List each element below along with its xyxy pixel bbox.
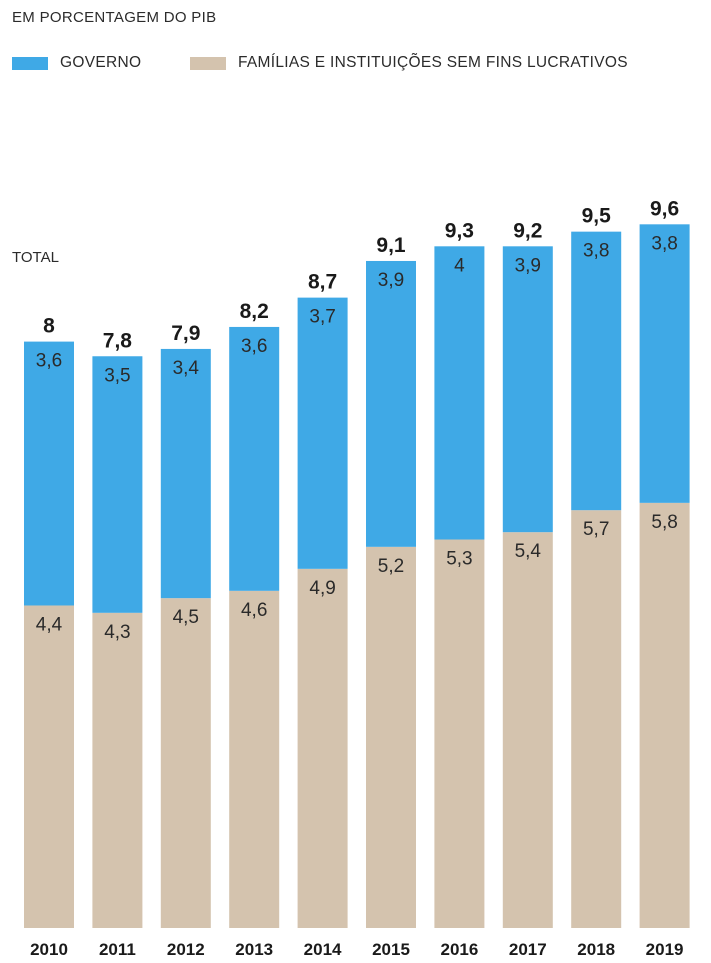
bar-governo-2016 <box>434 246 485 540</box>
bar-familias-2019 <box>639 502 690 928</box>
label-familias-2012: 4,5 <box>173 607 199 628</box>
bar-governo-2012 <box>160 348 211 599</box>
total-value-2013: 8,2 <box>240 300 269 323</box>
year-label-2013: 2013 <box>235 940 273 959</box>
label-governo-2014: 3,7 <box>309 307 335 328</box>
year-label-2012: 2012 <box>167 940 205 959</box>
bars-group <box>24 224 690 928</box>
bar-governo-2010 <box>24 341 74 606</box>
label-familias-2019: 5,8 <box>651 512 677 533</box>
label-governo-2015: 3,9 <box>378 270 404 291</box>
year-label-2015: 2015 <box>372 940 410 959</box>
year-label-2011: 2011 <box>99 940 136 959</box>
label-familias-2015: 5,2 <box>378 556 404 577</box>
year-label-2014: 2014 <box>304 940 342 959</box>
total-value-2019: 9,6 <box>650 197 679 220</box>
total-label: TOTAL <box>12 249 59 266</box>
year-label-2010: 2010 <box>30 940 68 959</box>
label-familias-2010: 4,4 <box>36 614 63 635</box>
total-value-2015: 9,1 <box>376 234 406 257</box>
bar-governo-2014 <box>297 297 348 569</box>
year-label-2017: 2017 <box>509 940 547 959</box>
label-familias-2011: 4,3 <box>104 622 130 643</box>
year-label-2016: 2016 <box>440 940 478 959</box>
total-value-2016: 9,3 <box>445 219 474 242</box>
label-familias-2014: 4,9 <box>309 578 335 599</box>
label-governo-2017: 3,9 <box>515 255 541 276</box>
legend-label-familias: FAMÍLIAS E INSTITUIÇÕES SEM FINS LUCRATI… <box>238 54 628 71</box>
label-familias-2017: 5,4 <box>515 541 542 562</box>
total-value-2011: 7,8 <box>103 329 133 352</box>
bar-familias-2012 <box>160 598 211 928</box>
bar-familias-2011 <box>92 612 143 928</box>
bar-governo-2018 <box>571 231 622 511</box>
year-label-2018: 2018 <box>577 940 615 959</box>
legend-item-familias: FAMÍLIAS E INSTITUIÇÕES SEM FINS LUCRATI… <box>190 54 628 72</box>
label-governo-2012: 3,4 <box>173 358 200 379</box>
total-value-2010: 8 <box>43 315 55 338</box>
bar-governo-2015 <box>366 260 416 547</box>
labels-group: 3,6 4,4 8 2010 3,5 4,3 7,8 2011 3,4 4,5 7,9 2012 3,6… <box>30 197 683 959</box>
bar-familias-2014 <box>297 568 348 928</box>
legend-swatch-familias <box>190 56 226 70</box>
label-governo-2018: 3,8 <box>583 241 609 262</box>
bar-governo-2013 <box>229 326 280 591</box>
legend-label-governo: GOVERNO <box>60 54 142 71</box>
legend-swatch-governo <box>12 56 48 70</box>
label-familias-2013: 4,6 <box>241 600 267 621</box>
total-value-2018: 9,5 <box>582 205 612 228</box>
label-governo-2019: 3,8 <box>651 233 677 254</box>
label-governo-2016: 4 <box>454 255 465 276</box>
bar-familias-2018 <box>571 510 622 928</box>
year-label-2019: 2019 <box>646 940 684 959</box>
bar-governo-2017 <box>502 246 553 533</box>
total-value-2017: 9,2 <box>513 219 542 242</box>
label-governo-2013: 3,6 <box>241 336 267 357</box>
label-familias-2016: 5,3 <box>446 549 472 570</box>
chart-legend: GOVERNO FAMÍLIAS E INSTITUIÇÕES SEM FINS… <box>12 54 711 76</box>
label-familias-2018: 5,7 <box>583 519 609 540</box>
total-value-2012: 7,9 <box>171 322 200 345</box>
bar-governo-2011 <box>92 356 143 613</box>
chart-subtitle: EM PORCENTAGEM DO PIB <box>12 9 217 26</box>
total-value-2014: 8,7 <box>308 271 337 294</box>
bar-governo-2019 <box>639 224 690 503</box>
label-governo-2011: 3,5 <box>104 365 130 386</box>
label-governo-2010: 3,6 <box>36 351 62 372</box>
bar-familias-2015 <box>366 546 416 928</box>
legend-item-governo: GOVERNO <box>12 54 141 72</box>
bar-familias-2016 <box>434 539 485 928</box>
bar-familias-2017 <box>502 532 553 928</box>
bar-familias-2013 <box>229 590 280 928</box>
bar-familias-2010 <box>24 605 74 928</box>
